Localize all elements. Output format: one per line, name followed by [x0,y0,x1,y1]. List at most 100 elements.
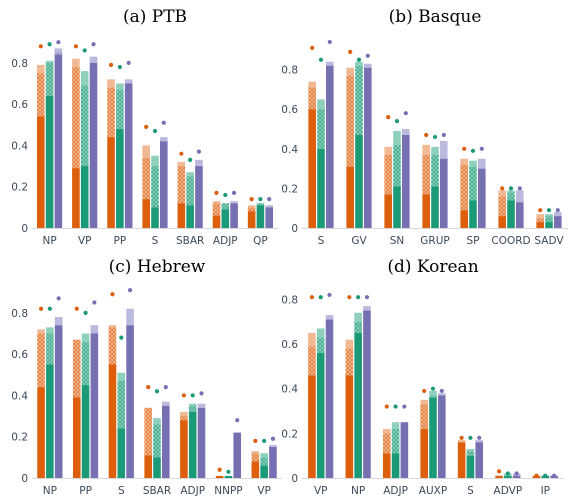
bar-dot-marker [347,295,352,300]
bar-hatched-segment [151,166,159,208]
bar-group-qp-green [256,196,265,228]
bar-light-segment [466,448,475,452]
bar-solid-segment [186,205,194,228]
bar-solid-segment [393,186,401,228]
bar-dot-marker [432,134,438,140]
y-tick-label: 0.6 [281,104,298,116]
chart-title: (a) PTB [123,7,187,27]
bar-hatched-segment [469,166,477,201]
bar-solid-segment [72,168,80,228]
bar-light-segment [545,214,553,217]
bar-dot-marker [477,435,482,440]
bar-group-adjp-orange [382,404,391,478]
bar-solid-segment [37,387,45,478]
bar-hatched-segment [308,346,316,376]
bar-dot-marker [161,120,166,125]
bar-solid-segment [160,141,168,228]
bar-dot-marker [217,467,222,472]
bar-dot-marker [430,386,436,391]
bar-hatched-segment [81,341,90,386]
x-tick-label: NP [351,485,365,497]
bar-hatched-segment [384,154,392,195]
bar-group-sadv-orange [536,208,544,228]
bar-solid-segment [469,200,477,228]
bar-light-segment [507,190,515,193]
bar-hatched-segment [346,75,354,167]
bar-group-vp-green [80,48,89,228]
bar-dot-marker [543,473,548,478]
bar-group-s-purple [126,288,134,478]
bar-light-segment [188,403,197,406]
bar-solid-segment [177,203,186,228]
y-tick-label: 0 [21,473,28,485]
bar-light-segment [124,79,133,84]
bar-dot-marker [422,388,427,394]
bar-light-segment [247,205,256,208]
bar-solid-segment [124,83,133,228]
bar-hatched-segment [117,380,126,429]
bar-group-vp-purple [269,436,277,478]
bar-group-ip-green [541,473,550,478]
bar-group-np-orange [345,295,354,478]
chart-panel-korean: (d) Korean 0 0.2 0.4 0.6 0.8 VP NP ADJP AUXP S ADVP… [281,250,572,499]
bar-group-nnpp-orange [215,467,224,478]
bar-group-vp-green [260,438,268,478]
bar-hatched-segment [498,196,506,217]
bar-group-np-purple [363,295,371,478]
x-tick-label: SADV [534,235,564,247]
bar-group-s-purple [160,120,168,228]
bar-light-segment [469,160,477,167]
bar-group-vp-orange [308,295,316,478]
bar-dot-marker [235,418,240,423]
bar-dot-marker [38,306,44,311]
bar-hatched-segment [221,203,230,210]
bar-light-segment [382,428,391,434]
bar-light-segment [402,129,410,135]
chart-korean: (d) Korean 0 0.2 0.4 0.6 0.8 VP NP ADJP AUXP S ADVP… [281,257,564,497]
bar-dot-marker [47,306,52,311]
bar-hatched-segment [393,144,401,187]
y-tick-label: 0 [291,223,298,235]
bar-group-coord-orange [498,186,506,228]
bar-light-segment [197,403,206,408]
bar-dot-marker [110,292,115,297]
bar-light-segment [431,146,439,155]
bar-dot-marker [551,473,557,478]
bar-solid-segment [80,166,89,228]
chart-panel-ptb: (a) PTB 0 0.2 0.4 0.6 0.8 NP VP PP S SBAR ADJP QP [0,0,286,249]
bar-hatched-segment [431,154,439,187]
bar-light-segment [457,440,466,443]
bar-dot-marker [188,157,193,162]
bar-dot-marker [496,469,502,474]
bar-light-segment [142,145,150,158]
y-tick-label: 0.4 [11,140,28,152]
bar-dot-marker [517,186,522,191]
bar-dot-marker [74,306,79,311]
x-tick-label: GRUP [420,235,449,247]
bar-light-segment [72,58,80,67]
bar-group-vp-orange [72,44,80,228]
bar-group-gv-orange [346,49,354,228]
bar-dot-marker [152,128,158,134]
y-tick-label: 0.4 [281,144,298,156]
y-tick-label: 0.2 [281,183,298,195]
bar-dot-marker [439,388,444,394]
bar-group-advp-purple [512,471,521,478]
bar-hatched-segment [80,85,89,167]
bar-group-np-green [45,42,54,228]
bar-solid-segment [107,137,115,228]
bar-solid-segment [457,442,466,478]
bar-dot-marker [38,44,43,49]
bar-hatched-segment [316,337,325,353]
bar-light-segment [36,64,45,74]
y-tick-label: 0 [21,223,28,235]
bar-light-segment [265,205,274,208]
bar-light-segment [475,440,484,443]
bar-light-segment [46,327,54,334]
bar-solid-segment [247,211,256,228]
bar-dot-marker [83,310,88,315]
y-tick-label: 0.6 [11,99,28,111]
bar-group-nnpp-purple [233,418,242,478]
chart-basque: (b) Basque 0 0.2 0.4 0.6 0.8 S GV SN GRUP SP COORD S… [281,7,568,247]
bar-dot-marker [223,192,228,198]
